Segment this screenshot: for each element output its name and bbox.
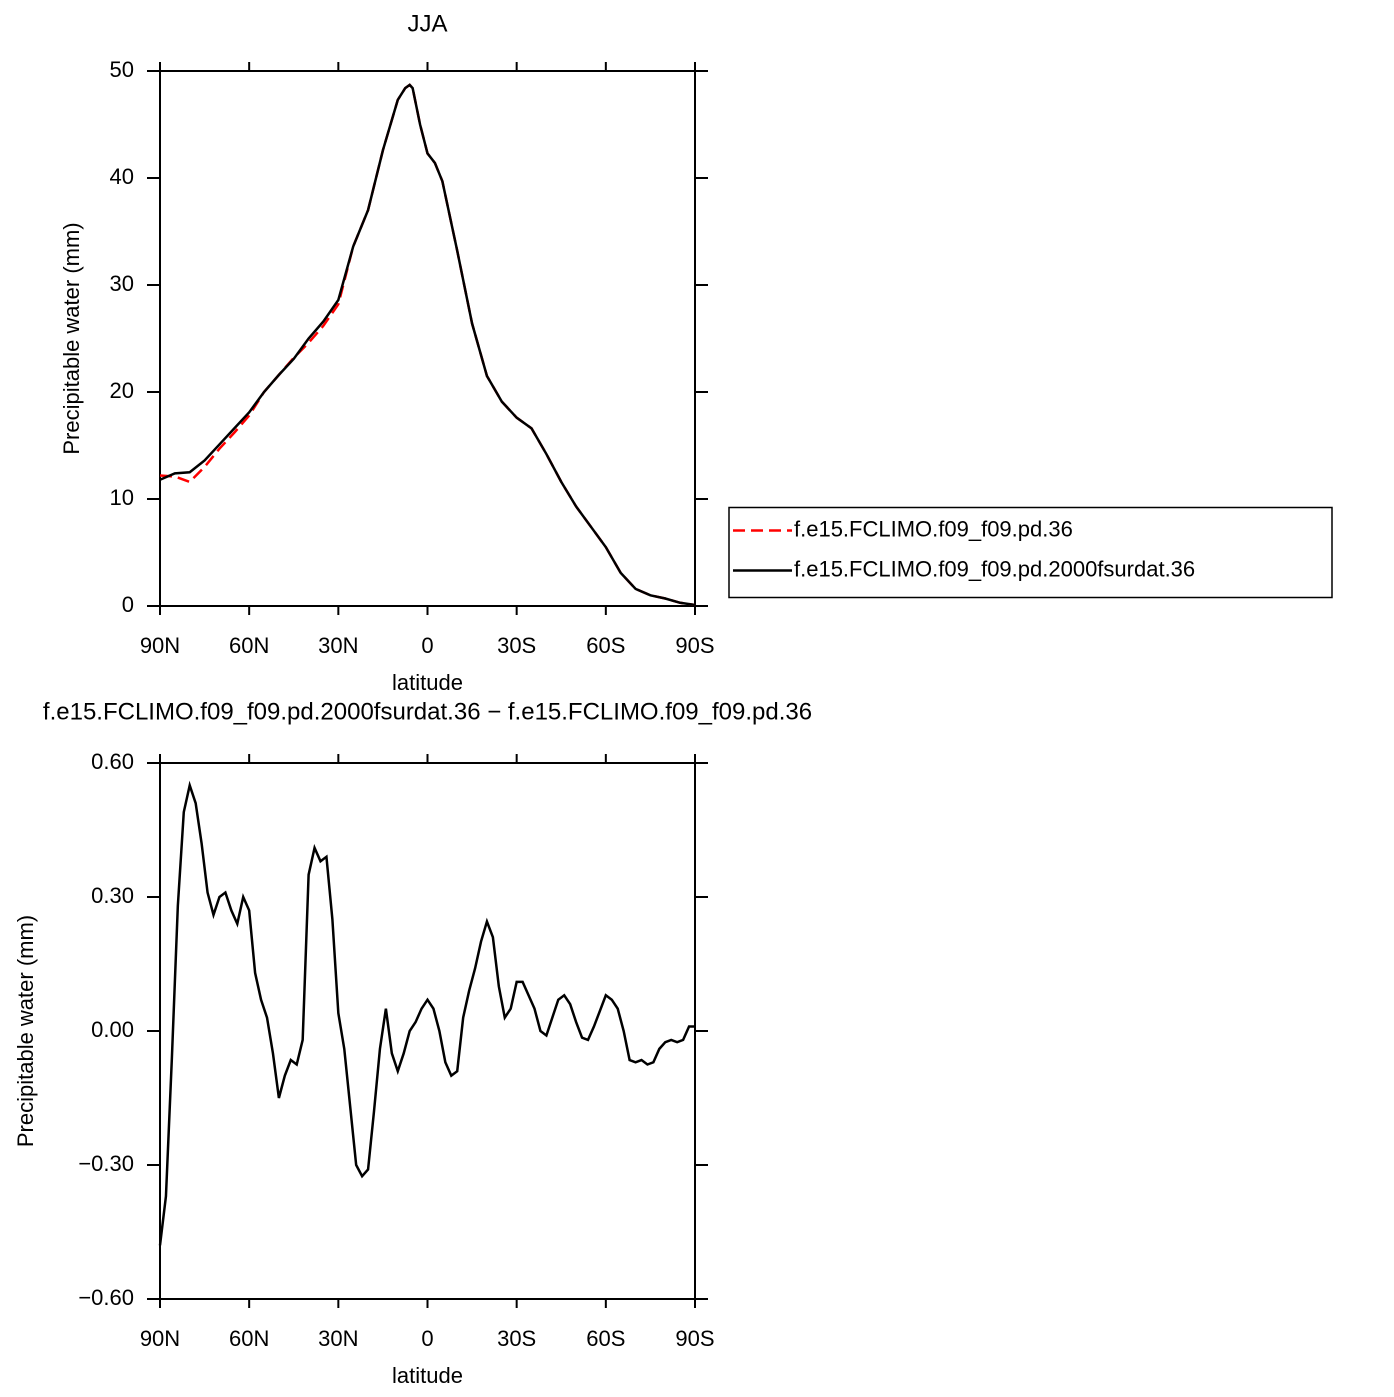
legend-label: f.e15.FCLIMO.f09_f09.pd.2000fsurdat.36: [794, 556, 1195, 581]
x-tick-label: 30N: [318, 1326, 358, 1351]
x-tick-label: 60N: [229, 633, 269, 658]
y-tick-label: 0.00: [91, 1017, 134, 1042]
chart-title: JJA: [407, 10, 447, 37]
x-tick-label: 90S: [675, 633, 714, 658]
x-tick-label: 60S: [586, 1326, 625, 1351]
y-tick-label: 50: [110, 57, 134, 82]
data-line: [158, 780, 695, 1246]
y-tick-label: −0.60: [78, 1285, 134, 1310]
y-tick-label: 10: [110, 485, 134, 510]
x-tick-label: 0: [421, 633, 433, 658]
x-tick-label: 30S: [497, 633, 536, 658]
x-tick-label: 30N: [318, 633, 358, 658]
legend-label: f.e15.FCLIMO.f09_f09.pd.36: [794, 516, 1073, 541]
y-tick-label: 40: [110, 164, 134, 189]
x-axis-label: latitude: [392, 670, 463, 695]
x-tick-label: 90N: [140, 1326, 180, 1351]
data-line: [159, 83, 696, 607]
plot-frame: [159, 762, 696, 1300]
x-tick-label: 90S: [675, 1326, 714, 1351]
x-tick-label: 30S: [497, 1326, 536, 1351]
y-tick-label: 0: [122, 592, 134, 617]
y-axis-label: Precipitable water (mm): [13, 915, 38, 1147]
legend-box: [728, 506, 1333, 599]
plot-frame: [159, 70, 696, 607]
x-axis-label: latitude: [392, 1363, 463, 1388]
x-tick-label: 60S: [586, 633, 625, 658]
y-tick-label: −0.30: [78, 1151, 134, 1176]
y-tick-label: 30: [110, 271, 134, 296]
chart-title: f.e15.FCLIMO.f09_f09.pd.2000fsurdat.36 −…: [43, 698, 812, 725]
y-tick-label: 0.60: [91, 749, 134, 774]
data-line: [159, 83, 696, 607]
y-tick-label: 20: [110, 378, 134, 403]
x-tick-label: 60N: [229, 1326, 269, 1351]
y-tick-label: 0.30: [91, 883, 134, 908]
x-tick-label: 90N: [140, 633, 180, 658]
x-tick-label: 0: [421, 1326, 433, 1351]
y-axis-label: Precipitable water (mm): [59, 222, 84, 454]
